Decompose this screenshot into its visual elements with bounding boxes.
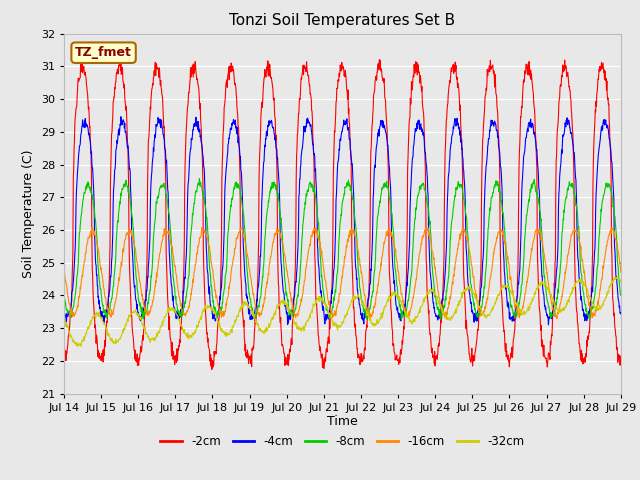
Title: Tonzi Soil Temperatures Set B: Tonzi Soil Temperatures Set B <box>229 13 456 28</box>
Y-axis label: Soil Temperature (C): Soil Temperature (C) <box>22 149 35 278</box>
Text: TZ_fmet: TZ_fmet <box>75 46 132 59</box>
X-axis label: Time: Time <box>327 415 358 429</box>
Legend: -2cm, -4cm, -8cm, -16cm, -32cm: -2cm, -4cm, -8cm, -16cm, -32cm <box>156 430 529 453</box>
